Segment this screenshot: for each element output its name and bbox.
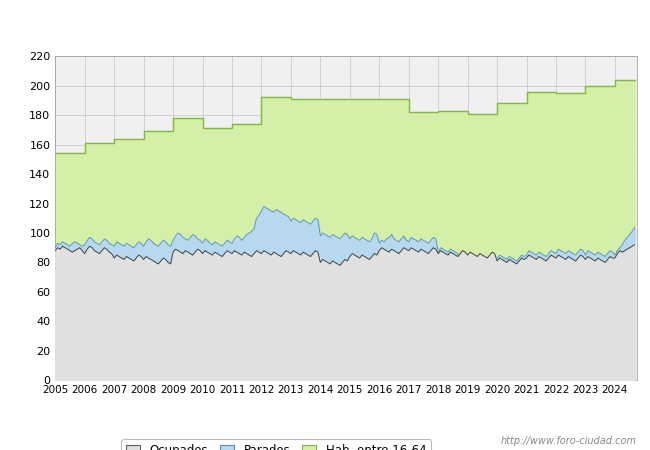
Legend: Ocupados, Parados, Hab. entre 16-64: Ocupados, Parados, Hab. entre 16-64 <box>122 439 431 450</box>
Text: Masarac - Evolucion de la poblacion en edad de Trabajar Septiembre de 2024: Masarac - Evolucion de la poblacion en e… <box>82 17 568 30</box>
Text: http://www.foro-ciudad.com: http://www.foro-ciudad.com <box>501 436 637 446</box>
